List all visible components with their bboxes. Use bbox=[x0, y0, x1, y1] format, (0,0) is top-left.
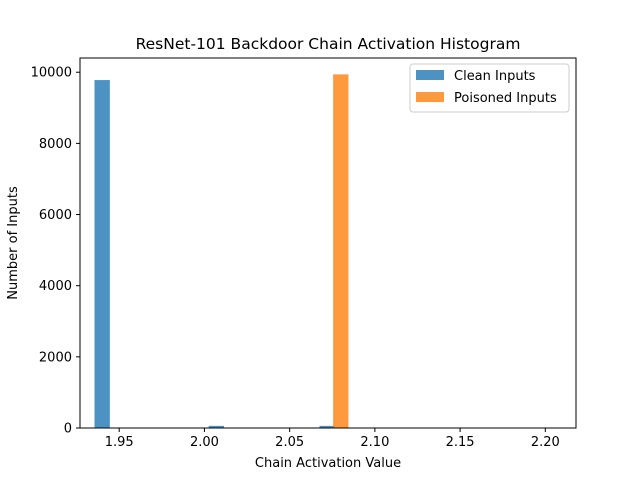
plot-frame bbox=[79, 57, 577, 429]
legend: Clean Inputs Poisoned Inputs bbox=[409, 63, 570, 113]
y-tick-label-4: 8000 bbox=[39, 137, 72, 152]
x-axis-ticks: 1.95 2.00 2.05 2.10 2.15 2.20 bbox=[105, 428, 560, 450]
x-axis-label: Chain Activation Value bbox=[255, 456, 401, 471]
y-tick-label-5: 10000 bbox=[31, 66, 72, 81]
legend-box bbox=[409, 63, 570, 113]
y-tick-label-0: 0 bbox=[64, 422, 72, 437]
bar-clean-inputs-1 bbox=[208, 425, 225, 428]
x-tick-label-1: 2.00 bbox=[190, 435, 219, 450]
legend-swatch-poisoned bbox=[416, 92, 444, 102]
bar-poisoned-inputs-0 bbox=[333, 74, 349, 429]
bar-clean-inputs-2 bbox=[319, 425, 335, 428]
x-tick-label-0: 1.95 bbox=[105, 435, 134, 450]
chart-title: ResNet-101 Backdoor Chain Activation His… bbox=[136, 35, 521, 53]
x-tick-label-5: 2.20 bbox=[531, 435, 560, 450]
y-axis-label: Number of Inputs bbox=[6, 186, 21, 300]
y-tick-label-3: 6000 bbox=[39, 208, 72, 223]
x-tick-label-3: 2.10 bbox=[360, 435, 389, 450]
bar-clean-inputs-0 bbox=[94, 80, 110, 428]
x-tick-label-4: 2.15 bbox=[446, 435, 475, 450]
legend-label-clean: Clean Inputs bbox=[454, 69, 536, 84]
legend-label-poisoned: Poisoned Inputs bbox=[454, 91, 557, 106]
bars-layer bbox=[94, 74, 349, 429]
legend-swatch-clean bbox=[416, 70, 444, 80]
y-tick-label-1: 2000 bbox=[39, 350, 72, 365]
y-tick-label-2: 4000 bbox=[39, 279, 72, 294]
y-axis-ticks: 0 2000 4000 6000 8000 10000 bbox=[31, 66, 80, 437]
x-tick-label-2: 2.05 bbox=[275, 435, 304, 450]
